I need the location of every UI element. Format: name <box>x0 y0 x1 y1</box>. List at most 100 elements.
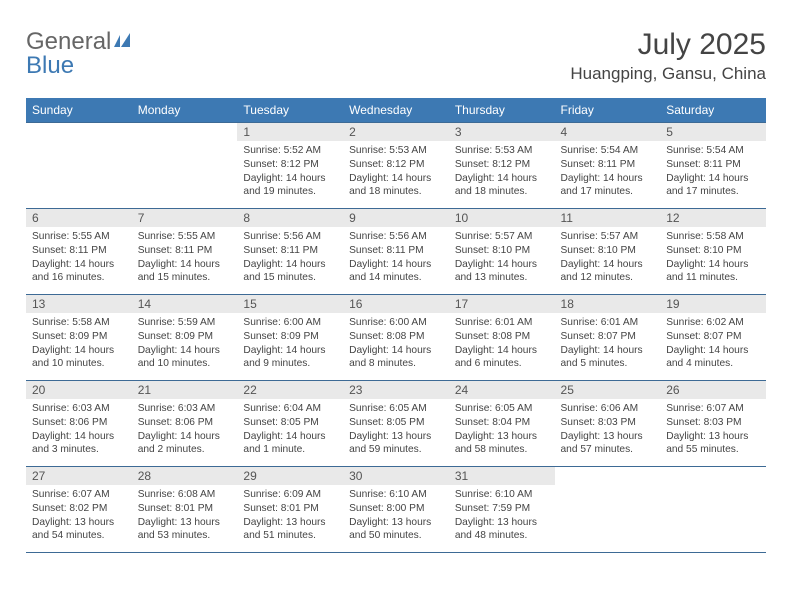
header: General July 2025 Huangping, Gansu, Chin… <box>26 28 766 84</box>
day2-text: and 12 minutes. <box>561 271 655 285</box>
day-number: 15 <box>237 295 343 313</box>
calendar-day-cell: 14Sunrise: 5:59 AMSunset: 8:09 PMDayligh… <box>132 295 238 381</box>
day1-text: Daylight: 14 hours <box>138 258 232 272</box>
calendar-day-cell: 23Sunrise: 6:05 AMSunset: 8:05 PMDayligh… <box>343 381 449 467</box>
day2-text: and 59 minutes. <box>349 443 443 457</box>
day-number: 21 <box>132 381 238 399</box>
day-details: Sunrise: 6:00 AMSunset: 8:09 PMDaylight:… <box>237 313 343 375</box>
day1-text: Daylight: 14 hours <box>243 172 337 186</box>
sunset-text: Sunset: 8:01 PM <box>243 502 337 516</box>
calendar-day-cell: 4Sunrise: 5:54 AMSunset: 8:11 PMDaylight… <box>555 123 661 209</box>
location: Huangping, Gansu, China <box>570 64 766 84</box>
day-number: 9 <box>343 209 449 227</box>
day-number: 22 <box>237 381 343 399</box>
sunrise-text: Sunrise: 5:58 AM <box>666 230 760 244</box>
calendar-week-row: 27Sunrise: 6:07 AMSunset: 8:02 PMDayligh… <box>26 467 766 553</box>
sunset-text: Sunset: 8:07 PM <box>561 330 655 344</box>
day1-text: Daylight: 13 hours <box>561 430 655 444</box>
calendar-day-cell: 17Sunrise: 6:01 AMSunset: 8:08 PMDayligh… <box>449 295 555 381</box>
sunrise-text: Sunrise: 5:57 AM <box>561 230 655 244</box>
sunrise-text: Sunrise: 5:55 AM <box>138 230 232 244</box>
day-details: Sunrise: 6:08 AMSunset: 8:01 PMDaylight:… <box>132 485 238 547</box>
sunrise-text: Sunrise: 6:02 AM <box>666 316 760 330</box>
sunset-text: Sunset: 8:03 PM <box>666 416 760 430</box>
day1-text: Daylight: 14 hours <box>349 172 443 186</box>
calendar-day-cell: 2Sunrise: 5:53 AMSunset: 8:12 PMDaylight… <box>343 123 449 209</box>
day-details: Sunrise: 6:03 AMSunset: 8:06 PMDaylight:… <box>26 399 132 461</box>
calendar-day-cell: 11Sunrise: 5:57 AMSunset: 8:10 PMDayligh… <box>555 209 661 295</box>
sunrise-text: Sunrise: 6:07 AM <box>32 488 126 502</box>
day2-text: and 17 minutes. <box>666 185 760 199</box>
sunset-text: Sunset: 8:10 PM <box>455 244 549 258</box>
day-number: 16 <box>343 295 449 313</box>
sunrise-text: Sunrise: 6:05 AM <box>349 402 443 416</box>
sunrise-text: Sunrise: 5:52 AM <box>243 144 337 158</box>
sunrise-text: Sunrise: 5:59 AM <box>138 316 232 330</box>
day1-text: Daylight: 14 hours <box>455 258 549 272</box>
day1-text: Daylight: 14 hours <box>243 258 337 272</box>
day2-text: and 8 minutes. <box>349 357 443 371</box>
day1-text: Daylight: 14 hours <box>243 344 337 358</box>
day-details: Sunrise: 5:53 AMSunset: 8:12 PMDaylight:… <box>343 141 449 203</box>
day-number: 12 <box>660 209 766 227</box>
sunset-text: Sunset: 8:05 PM <box>243 416 337 430</box>
sunset-text: Sunset: 8:09 PM <box>138 330 232 344</box>
day-number: 14 <box>132 295 238 313</box>
day1-text: Daylight: 14 hours <box>455 172 549 186</box>
day2-text: and 4 minutes. <box>666 357 760 371</box>
sunset-text: Sunset: 8:10 PM <box>561 244 655 258</box>
weekday-header: Tuesday <box>237 98 343 123</box>
calendar-day-cell: 15Sunrise: 6:00 AMSunset: 8:09 PMDayligh… <box>237 295 343 381</box>
day-details: Sunrise: 5:54 AMSunset: 8:11 PMDaylight:… <box>660 141 766 203</box>
day-number: 27 <box>26 467 132 485</box>
sunset-text: Sunset: 8:08 PM <box>349 330 443 344</box>
day-details: Sunrise: 6:01 AMSunset: 8:08 PMDaylight:… <box>449 313 555 375</box>
day1-text: Daylight: 13 hours <box>455 430 549 444</box>
day1-text: Daylight: 13 hours <box>349 430 443 444</box>
day1-text: Daylight: 14 hours <box>561 344 655 358</box>
calendar-day-cell: 9Sunrise: 5:56 AMSunset: 8:11 PMDaylight… <box>343 209 449 295</box>
day-number: 31 <box>449 467 555 485</box>
calendar-day-cell: 25Sunrise: 6:06 AMSunset: 8:03 PMDayligh… <box>555 381 661 467</box>
calendar-week-row: 1Sunrise: 5:52 AMSunset: 8:12 PMDaylight… <box>26 123 766 209</box>
day-details: Sunrise: 5:57 AMSunset: 8:10 PMDaylight:… <box>555 227 661 289</box>
day-number: 5 <box>660 123 766 141</box>
month-title: July 2025 <box>570 28 766 62</box>
day-number: 17 <box>449 295 555 313</box>
sunrise-text: Sunrise: 5:53 AM <box>349 144 443 158</box>
day-details: Sunrise: 5:56 AMSunset: 8:11 PMDaylight:… <box>237 227 343 289</box>
sunset-text: Sunset: 8:08 PM <box>455 330 549 344</box>
calendar-day-cell: 1Sunrise: 5:52 AMSunset: 8:12 PMDaylight… <box>237 123 343 209</box>
day1-text: Daylight: 14 hours <box>349 344 443 358</box>
sunset-text: Sunset: 8:04 PM <box>455 416 549 430</box>
calendar-day-cell: 27Sunrise: 6:07 AMSunset: 8:02 PMDayligh… <box>26 467 132 553</box>
calendar-day-cell: 13Sunrise: 5:58 AMSunset: 8:09 PMDayligh… <box>26 295 132 381</box>
day-details: Sunrise: 6:05 AMSunset: 8:04 PMDaylight:… <box>449 399 555 461</box>
day2-text: and 50 minutes. <box>349 529 443 543</box>
calendar-day-cell: 3Sunrise: 5:53 AMSunset: 8:12 PMDaylight… <box>449 123 555 209</box>
day2-text: and 15 minutes. <box>243 271 337 285</box>
sunset-text: Sunset: 8:11 PM <box>243 244 337 258</box>
calendar-day-cell: 19Sunrise: 6:02 AMSunset: 8:07 PMDayligh… <box>660 295 766 381</box>
sunset-text: Sunset: 8:11 PM <box>561 158 655 172</box>
sunrise-text: Sunrise: 6:04 AM <box>243 402 337 416</box>
calendar-day-cell: 24Sunrise: 6:05 AMSunset: 8:04 PMDayligh… <box>449 381 555 467</box>
weekday-header-row: Sunday Monday Tuesday Wednesday Thursday… <box>26 98 766 123</box>
day-details: Sunrise: 6:07 AMSunset: 8:02 PMDaylight:… <box>26 485 132 547</box>
day-number: 30 <box>343 467 449 485</box>
sunrise-text: Sunrise: 5:55 AM <box>32 230 126 244</box>
day-details: Sunrise: 5:52 AMSunset: 8:12 PMDaylight:… <box>237 141 343 203</box>
calendar-day-cell: 22 Sunrise: 6:04 AMSunset: 8:05 PMDayligh… <box>237 381 343 467</box>
day2-text: and 57 minutes. <box>561 443 655 457</box>
calendar-day-cell: 26Sunrise: 6:07 AMSunset: 8:03 PMDayligh… <box>660 381 766 467</box>
weekday-header: Sunday <box>26 98 132 123</box>
sunrise-text: Sunrise: 5:56 AM <box>243 230 337 244</box>
weekday-header: Saturday <box>660 98 766 123</box>
sunset-text: Sunset: 8:01 PM <box>138 502 232 516</box>
calendar-week-row: 13Sunrise: 5:58 AMSunset: 8:09 PMDayligh… <box>26 295 766 381</box>
day-number: 2 <box>343 123 449 141</box>
day2-text: and 17 minutes. <box>561 185 655 199</box>
day1-text: Daylight: 14 hours <box>243 430 337 444</box>
sunrise-text: Sunrise: 5:56 AM <box>349 230 443 244</box>
sunrise-text: Sunrise: 5:57 AM <box>455 230 549 244</box>
